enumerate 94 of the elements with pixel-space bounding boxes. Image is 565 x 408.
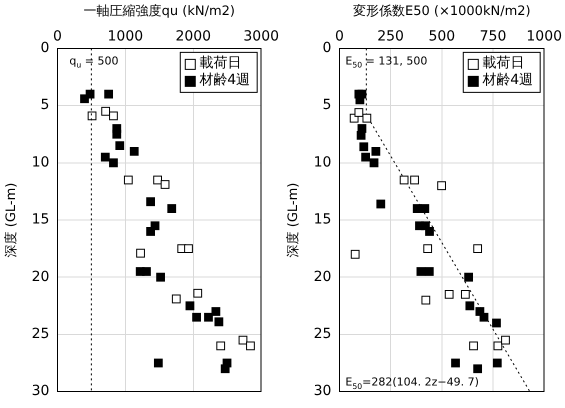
y-tick-label: 5 [40, 97, 50, 114]
point [465, 301, 474, 310]
point [109, 112, 118, 120]
y-tick-label: 25 [314, 326, 332, 342]
point [167, 204, 176, 213]
point [451, 358, 460, 368]
y-axis-title: 深度 (GL-m) [3, 182, 20, 258]
point [204, 312, 213, 322]
point [376, 200, 386, 208]
point [425, 227, 434, 236]
point [494, 341, 502, 350]
point [146, 197, 155, 206]
x-tick-label: 0 [52, 28, 62, 45]
legend-label: 材齢4週 [198, 72, 250, 88]
point [184, 244, 193, 253]
point [124, 176, 133, 184]
point [356, 130, 366, 140]
point [400, 176, 409, 184]
x-tick-label: 750 [480, 28, 506, 45]
point [220, 364, 230, 374]
point [112, 130, 122, 139]
point [142, 267, 151, 276]
x-tick-label: 0 [334, 28, 344, 45]
point [460, 290, 470, 299]
y-tick-label: 10 [314, 154, 332, 170]
point [214, 317, 224, 326]
y-tick-label: 25 [32, 326, 50, 342]
point [361, 152, 370, 162]
point [156, 272, 165, 282]
point [211, 307, 220, 316]
y-tick-label: 30 [314, 383, 332, 400]
point [238, 336, 248, 345]
y-tick-label: 0 [322, 40, 332, 56]
point [193, 288, 202, 298]
point [109, 158, 118, 168]
point [370, 158, 378, 168]
point [437, 181, 446, 190]
point [100, 152, 110, 162]
point [473, 244, 482, 253]
x-tick-label: 500 [428, 28, 456, 45]
x-tick-label: 1000 [108, 28, 144, 45]
y-tick-label: 20 [32, 268, 50, 285]
point [160, 180, 170, 189]
y-tick-label: 15 [314, 212, 332, 228]
point [410, 176, 419, 184]
x-tick-label: 1000 [526, 28, 562, 45]
point [423, 244, 432, 253]
y-tick-label: 30 [32, 383, 50, 400]
point [136, 248, 145, 258]
point [416, 267, 426, 276]
point [146, 227, 155, 236]
point [246, 341, 255, 350]
y-tick-label: 20 [314, 268, 332, 285]
point [350, 250, 360, 259]
point [492, 358, 502, 368]
point [192, 312, 201, 322]
y-tick-label: 0 [40, 40, 50, 56]
x-axis-title: 一軸圧縮強度qu (kN/m2) [84, 3, 235, 20]
point [216, 341, 226, 350]
x-tick-label: 250 [377, 28, 404, 45]
y-axis-title: 深度 (GL-m) [285, 182, 302, 258]
point [444, 290, 454, 299]
x-tick-label: 2000 [175, 28, 212, 45]
point [469, 341, 478, 350]
point [186, 301, 194, 310]
point [88, 112, 96, 120]
point [115, 141, 124, 150]
point [359, 142, 368, 152]
point [154, 358, 163, 368]
point [473, 364, 482, 374]
point [362, 114, 372, 123]
x-axis-title: 変形係数E50 (×1000kN/m2) [353, 3, 531, 20]
y-tick-label: 15 [32, 212, 50, 228]
point [501, 336, 510, 345]
point [172, 294, 181, 304]
point [354, 108, 364, 117]
legend-label: 載荷日 [482, 55, 524, 72]
point [80, 94, 89, 104]
point [420, 204, 430, 213]
point [421, 296, 430, 304]
y-tick-label: 10 [32, 154, 50, 170]
point [492, 318, 501, 328]
point [480, 312, 488, 322]
y-tick-label: 5 [322, 97, 332, 114]
x-tick-label: 3000 [243, 28, 280, 45]
point [464, 272, 474, 282]
point [153, 176, 162, 184]
legend-label: 載荷日 [199, 55, 242, 72]
legend-label: 材齢4週 [481, 72, 534, 88]
point [424, 267, 434, 276]
point [104, 90, 114, 99]
point [101, 106, 110, 116]
point [371, 146, 380, 156]
point [130, 146, 139, 156]
